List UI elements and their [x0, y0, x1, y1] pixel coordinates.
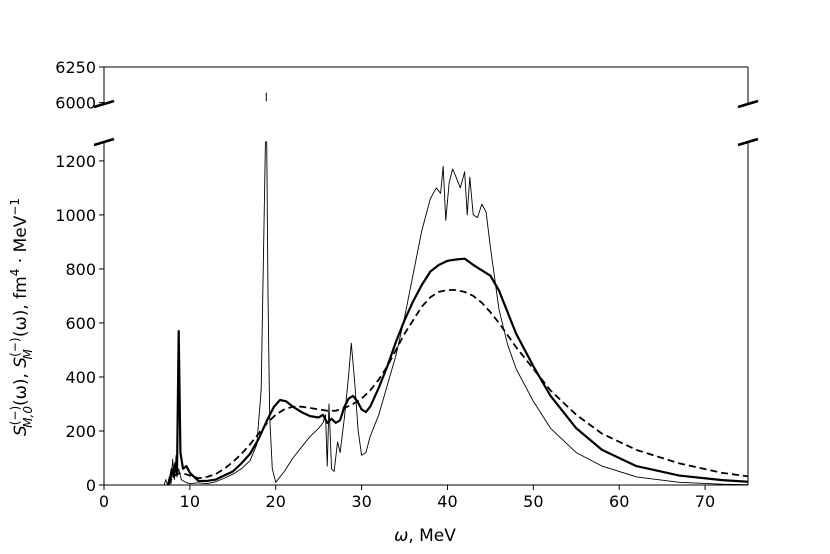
lower-y-tick-label: 400 [65, 368, 96, 387]
series-line-thick [167, 257, 749, 486]
axis-break-mark [737, 137, 759, 147]
upper-axes-panel: 6000 6250 [55, 58, 749, 113]
series-line-dashed [167, 289, 749, 486]
x-tick-label: 0 [99, 492, 109, 511]
axis-break-mark [93, 137, 115, 147]
x-tick-label: 10 [180, 492, 200, 511]
x-tick-label: 30 [351, 492, 371, 511]
series-layer [163, 141, 749, 486]
lower-y-tick-label: 600 [65, 314, 96, 333]
lower-y-tick-label: 200 [65, 422, 96, 441]
x-tick-label: 50 [523, 492, 543, 511]
x-tick-label: 20 [266, 492, 286, 511]
upper-y-tick-label: 6250 [55, 58, 96, 77]
x-ticks: 0 10 20 30 40 50 60 70 [99, 485, 715, 511]
lower-y-tick-label: 800 [65, 260, 96, 279]
axis-break-mark [93, 99, 115, 109]
upper-y-tick-label: 6000 [55, 94, 96, 113]
lower-axes-panel: 0 200 400 600 800 1000 1200 0 10 20 30 40 50 60 70 [55, 141, 749, 511]
lower-y-tick-label: 1200 [55, 152, 96, 171]
x-tick-label: 40 [437, 492, 457, 511]
x-axis-label: ω, MeV [394, 526, 456, 546]
y-axis-label: S(−)M,0(ω), S(−)M(ω), fm4 · MeV−1 [8, 198, 35, 436]
lower-y-tick-label: 1000 [55, 206, 96, 225]
axis-break-mark [737, 99, 759, 109]
lower-y-tick-label: 0 [86, 476, 96, 495]
axis-break-marks [93, 99, 759, 147]
x-tick-label: 70 [695, 492, 715, 511]
lower-y-ticks: 0 200 400 600 800 1000 1200 [55, 152, 104, 495]
upper-y-ticks: 6000 6250 [55, 58, 104, 113]
series-line-thin [163, 141, 749, 486]
x-tick-label: 60 [609, 492, 629, 511]
